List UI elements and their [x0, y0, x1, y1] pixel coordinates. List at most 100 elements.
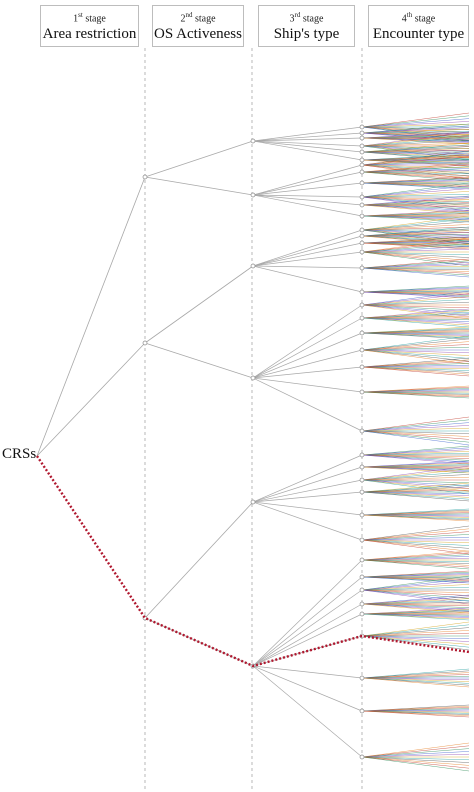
- fan-line-10-3: [361, 188, 470, 198]
- fan-line-29-11: [361, 491, 470, 502]
- highlighted-path: [36, 455, 470, 668]
- fan-line-37-10: [361, 635, 470, 648]
- edge-stage3-stage4-5-1: [252, 454, 363, 503]
- edge-stage3-stage4-4-7: [252, 377, 363, 432]
- fan-line-40-5: [361, 753, 470, 758]
- edge-stage3-stage4-3-6: [252, 265, 363, 293]
- edge-stage3-stage4-4-6: [252, 377, 363, 393]
- fan-line-16-2: [361, 240, 470, 253]
- tree-node-5: [250, 192, 256, 198]
- fan-line-11-2: [361, 197, 470, 206]
- fan-line-5-2: [361, 144, 470, 153]
- fan-line-1-2: [361, 115, 470, 128]
- fan-line-31-8: [361, 539, 470, 546]
- fan-line-26-10: [361, 454, 470, 463]
- fan-line-3-11: [361, 137, 470, 145]
- fan-line-26-11: [361, 454, 470, 465]
- edge-stage3-stage4-4-2: [252, 317, 363, 379]
- leaf-node-4: [359, 143, 365, 149]
- edge-stage3-stage4-2-3: [252, 182, 363, 196]
- edge-stage3-stage4-5-4: [252, 491, 363, 503]
- edge-stage2-stage3-1: [144, 140, 254, 178]
- fan-line-25-4: [361, 425, 470, 432]
- fan-line-16-4: [361, 246, 470, 253]
- fan-line-13-2: [361, 218, 470, 231]
- fan-line-1-1: [361, 112, 470, 128]
- fan-line-13-5: [361, 226, 470, 231]
- fan-line-22-8: [361, 349, 470, 356]
- fan-line-22-11: [361, 349, 470, 365]
- leaf-node-24: [359, 389, 365, 395]
- fan-line-2-5: [361, 130, 470, 134]
- fan-line-37-3: [361, 627, 470, 637]
- fan-line-4-4: [361, 140, 470, 147]
- fan-line-19-5: [361, 301, 470, 306]
- leaf-node-19: [359, 302, 365, 308]
- leaf-node-30: [359, 512, 365, 518]
- fan-line-26-1: [361, 445, 470, 456]
- fan-line-20-2: [361, 310, 470, 319]
- fan-line-40-7: [361, 756, 470, 761]
- fan-line-5-3: [361, 146, 470, 153]
- edge-stage3-stage4-6-7: [252, 665, 363, 679]
- fan-line-34-5: [361, 586, 470, 591]
- fan-line-35-3: [361, 598, 470, 605]
- edge-stage3-stage4-3-5: [252, 265, 363, 269]
- fan-line-13-3: [361, 221, 470, 231]
- fan-line-8-1: [361, 162, 470, 173]
- fan-line-28-8: [361, 479, 470, 486]
- leaf-node-6: [359, 157, 365, 163]
- fan-line-11-11: [361, 204, 470, 215]
- fan-line-31-1: [361, 525, 470, 541]
- fan-line-16-5: [361, 248, 470, 253]
- leaf-node-22: [359, 347, 365, 353]
- fan-line-8-7: [361, 171, 470, 175]
- fan-line-37-4: [361, 630, 470, 637]
- stage-3-header: 3rd stage Ship's type: [258, 5, 355, 47]
- fan-line-35-7: [361, 603, 470, 607]
- fan-line-34-3: [361, 581, 470, 591]
- fan-line-25-5: [361, 427, 470, 432]
- fan-line-28-7: [361, 479, 470, 484]
- fan-line-19-7: [361, 304, 470, 309]
- fan-line-20-4: [361, 314, 470, 319]
- fan-line-20-7: [361, 317, 470, 321]
- fan-line-34-7: [361, 589, 470, 594]
- fan-line-16-9: [361, 251, 470, 261]
- fan-line-28-1: [361, 465, 470, 481]
- fan-line-23-10: [361, 366, 470, 375]
- leaf-node-29: [359, 489, 365, 495]
- fan-line-28-3: [361, 471, 470, 481]
- fan-line-26-3: [361, 449, 470, 456]
- tree-node-7: [250, 375, 256, 381]
- leaf-node-7: [359, 162, 365, 168]
- fan-line-32-1: [361, 550, 470, 561]
- fan-line-7-1: [361, 150, 470, 166]
- fan-line-23-3: [361, 361, 470, 368]
- fan-line-4-2: [361, 134, 470, 147]
- edge-stage3-stage4-4-4: [252, 349, 363, 379]
- fan-line-33-11: [361, 576, 470, 584]
- leaf-node-33: [359, 574, 365, 580]
- leaf-node-20: [359, 315, 365, 321]
- fan-line-31-11: [361, 539, 470, 555]
- edge-stage3-stage4-4-5: [252, 366, 363, 379]
- edge-stage3-stage4-2-4: [252, 194, 363, 198]
- fan-line-38-10: [361, 677, 470, 686]
- fan-line-40-3: [361, 748, 470, 758]
- stage-3-number: 3rd stage: [289, 11, 324, 25]
- fan-line-16-3: [361, 243, 470, 253]
- leaf-node-25: [359, 428, 365, 434]
- leaf-node-14: [359, 233, 365, 239]
- fan-line-37-2: [361, 624, 470, 637]
- fan-line-23-7: [361, 366, 470, 370]
- fan-line-28-10: [361, 479, 470, 492]
- stage-4-number: 4th stage: [401, 11, 436, 25]
- fan-line-11-9: [361, 204, 470, 211]
- fan-line-17-4: [361, 264, 470, 269]
- fan-line-40-9: [361, 756, 470, 766]
- stage-4-title: Encounter type: [372, 26, 465, 43]
- fan-line-29-2: [361, 484, 470, 493]
- fan-line-11-3: [361, 199, 470, 206]
- leaf-node-28: [359, 477, 365, 483]
